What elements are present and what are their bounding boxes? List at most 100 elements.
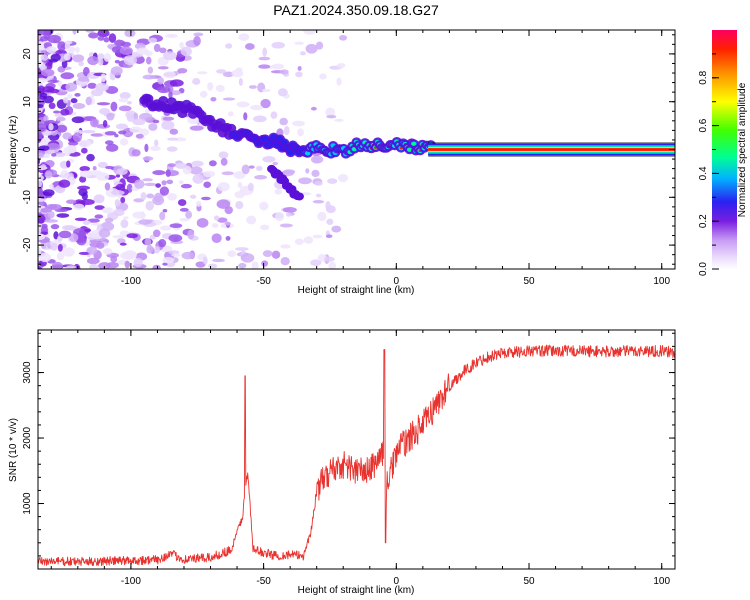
spectrogram-blob [245,43,255,50]
spectrogram-blob [142,178,153,182]
spectrogram-x-axis: -100 -50 0 50 100 [50,30,671,287]
spectrogram-blob [38,104,44,109]
spectrogram-blob [159,186,170,196]
spectrogram-blob [144,182,157,187]
spectrogram-blob [90,89,104,97]
spectrogram-blob [196,71,208,75]
spectrogram-blob [168,234,183,242]
spectrogram-blob [211,223,219,228]
spectrogram-blob [71,116,85,124]
spectrogram-blob [254,175,268,180]
spectrogram-blob [87,55,99,66]
snr-y-tick-label: 3000 [22,361,33,384]
spectrogram-blob [98,108,111,115]
spectrogram-blob [47,210,55,219]
snr-panel: -100 -50 0 50 100 1000 2000 3000 Height of str… [8,329,676,596]
spectrogram-blob [104,182,111,191]
spectrogram-blob [78,139,92,148]
spectrogram-blob [97,161,108,168]
spectrogram-blob [305,43,318,54]
spectrogram-blob [189,194,197,199]
spectrogram-x-tick-label: 50 [523,276,535,287]
spectrogram-blob [146,244,154,254]
spectrogram-blob [133,198,145,203]
spectrogram-blob [337,174,349,183]
snr-y-tick-label: 2000 [22,426,33,449]
spectrogram-blob [105,165,114,170]
spectrogram-y-tick-label: 20 [22,48,33,60]
spectrogram-blob [238,262,247,269]
spectrogram-blob [140,192,147,201]
spectrogram-blob [48,183,54,190]
spectrogram-blob [303,236,314,244]
spectrogram-blob [38,145,50,151]
spectrogram-blob [240,253,255,263]
spectrogram-blob [62,247,75,257]
spectrogram-blob [79,176,87,183]
spectrogram-blob [163,51,177,61]
spectrogram-blob [170,90,181,96]
spectrogram-blob [123,216,129,220]
spectrogram-blob [142,156,154,161]
spectrogram-blob [42,189,55,197]
spectrogram-blob [75,46,80,54]
spectrogram-blob [113,208,125,217]
spectrogram-blob [65,82,78,92]
spectrogram-x-tick-label: -100 [121,276,141,287]
spectrogram-blob [120,197,126,204]
spectrogram-blob [161,120,175,130]
spectrogram-blob [237,181,243,189]
spectrogram-blob [142,74,156,80]
spectrogram-blob [212,258,225,263]
spectrogram-blob [310,155,324,164]
spectrogram-blob [118,130,127,135]
spectrogram-blob [311,169,320,178]
spectrogram-blob [86,246,98,255]
spectrogram-blob [106,112,115,121]
spectrogram-blob [193,32,204,37]
spectrogram-blob [231,69,244,78]
spectrogram-blob [191,160,204,167]
spectrogram-blob [262,250,273,257]
spectrogram-blob [131,149,141,157]
spectrogram-blob [94,205,105,210]
spectrogram-blob [261,260,269,267]
spectrogram-blob [116,238,126,244]
spectrogram-blob [152,119,160,124]
spectrogram-x-tick-label: 0 [394,276,400,287]
colorbar-tick-label: 0.4 [698,166,709,180]
colorbar-tick-label: 0.2 [698,214,709,228]
snr-y-label: SNR (10 * v/v) [8,418,19,482]
spectrogram-blob [89,263,99,269]
spectrogram-blob [238,33,250,41]
spectrogram-blob [222,97,236,101]
spectrogram-blob [271,250,281,259]
spectrogram-blob [255,165,263,171]
spectrogram-blob [211,233,222,243]
spectrogram-blob [64,41,71,51]
spectrogram-blob [236,101,250,108]
snr-x-tick-label: -100 [121,576,141,587]
spectrogram-blob [259,201,269,211]
spectrogram-blob [38,95,47,100]
spectrogram-blob [248,165,255,169]
spectrogram-ridge-blob [399,146,403,150]
spectrogram-blob [250,104,263,111]
spectrogram-blob [129,126,143,133]
spectrogram-blob [339,34,348,41]
spectrogram-blob [207,82,214,91]
spectrogram-ridge-blob [294,192,304,201]
spectrogram-blob [163,71,176,79]
spectrogram-x-label: Height of straight line (km) [298,285,415,296]
spectrogram-blob [203,181,212,189]
spectrogram-y-tick-label: 0 [22,146,33,152]
spectrogram-blob [157,66,169,70]
spectrogram-blob [40,54,49,61]
spectrogram-blob [93,194,105,204]
spectrogram-blob [97,53,105,60]
spectrogram-blob [303,30,317,35]
spectrogram-blob [97,30,110,38]
spectrogram-blob [276,128,284,137]
